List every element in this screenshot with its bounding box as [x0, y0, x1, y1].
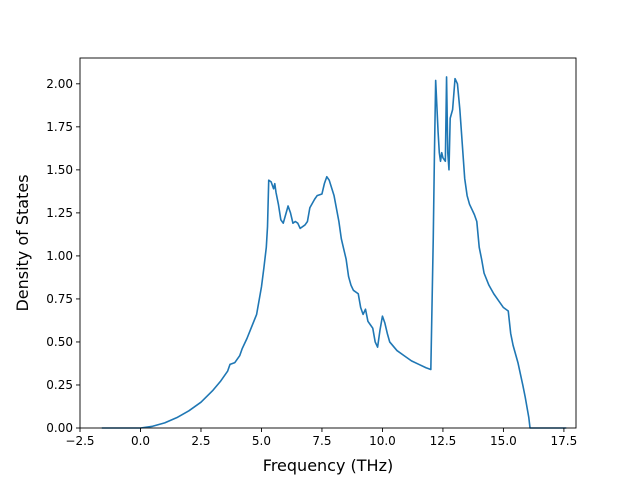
x-tick-label: 0.0: [131, 434, 150, 448]
x-tick-label: 17.5: [551, 434, 578, 448]
x-tick-label: 10.0: [369, 434, 396, 448]
y-axis-ticks: 0.00 0.25 0.50 0.75 1.00 1.25 1.50 1.75 2.00: [46, 77, 80, 435]
x-tick-label: 7.5: [312, 434, 331, 448]
x-tick-label: 15.0: [490, 434, 517, 448]
x-axis-ticks: −2.5 0.0 2.5 5.0 7.5 10.0 12.5 15.0 17.5: [65, 428, 577, 448]
y-tick-label: 2.00: [46, 77, 73, 91]
x-axis-label: Frequency (THz): [263, 456, 393, 475]
x-tick-label: 12.5: [430, 434, 457, 448]
y-tick-label: 0.00: [46, 421, 73, 435]
plot-frame: [79, 57, 577, 429]
series-layer: [101, 76, 567, 429]
x-tick-label: −2.5: [65, 434, 94, 448]
y-tick-label: 0.75: [46, 292, 73, 306]
y-tick-label: 1.25: [46, 206, 73, 220]
y-tick-label: 1.75: [46, 120, 73, 134]
y-tick-label: 1.00: [46, 249, 73, 263]
y-tick-label: 0.50: [46, 335, 73, 349]
dos-line-series-0: [101, 76, 567, 429]
y-tick-label: 0.25: [46, 378, 73, 392]
y-tick-label: 1.50: [46, 163, 73, 177]
x-tick-label: 5.0: [252, 434, 271, 448]
x-tick-label: 2.5: [191, 434, 210, 448]
y-axis-label: Density of States: [13, 174, 32, 311]
